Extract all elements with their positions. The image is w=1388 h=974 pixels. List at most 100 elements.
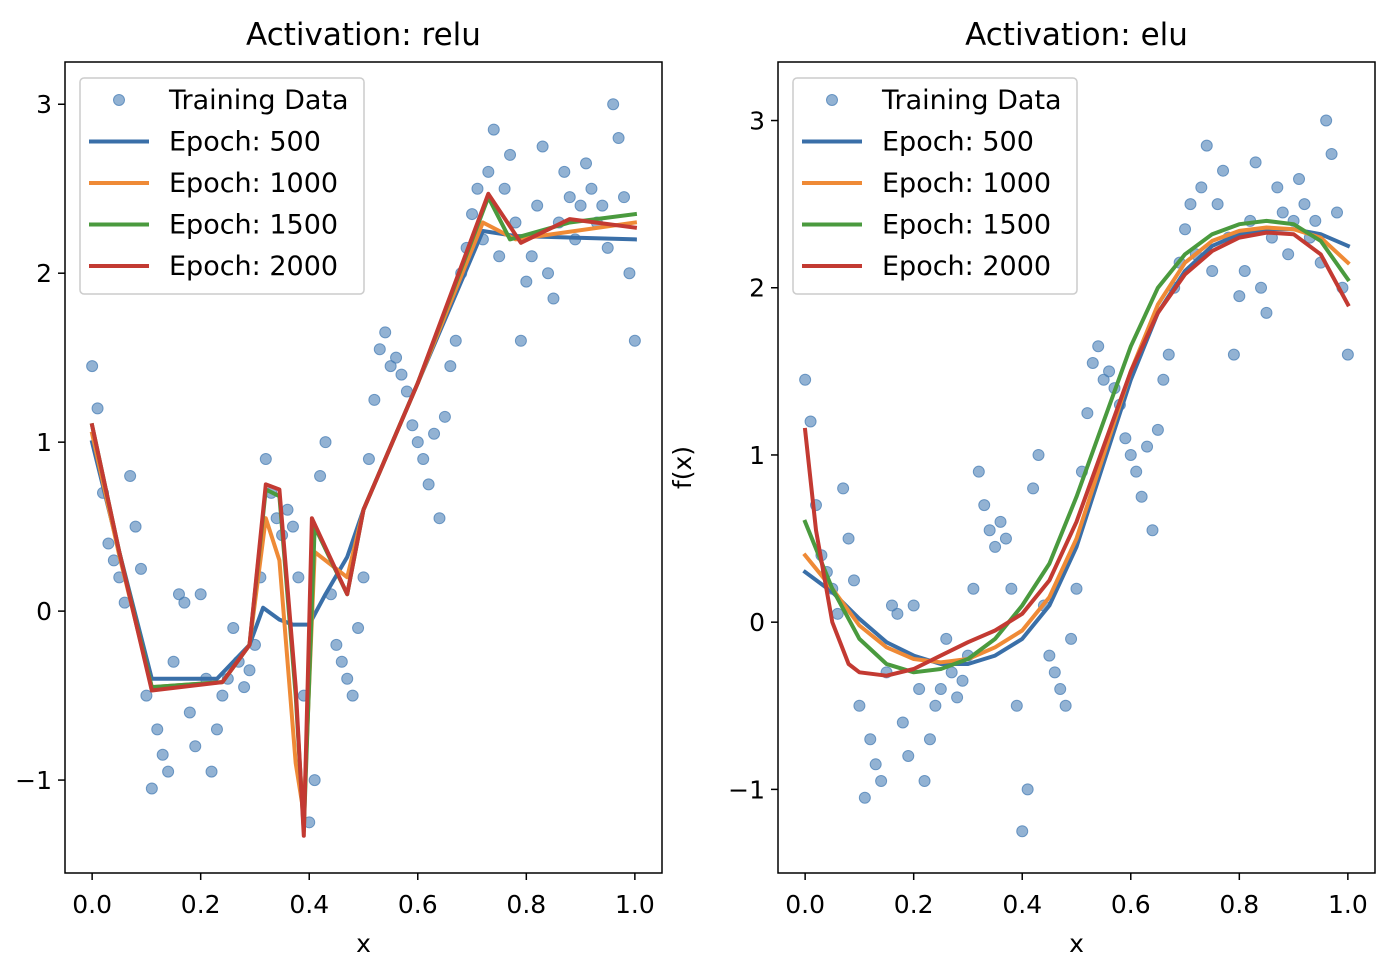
data-point [999,532,1012,545]
data-point [145,782,158,795]
y-tick-label: 1 [749,441,765,470]
data-point [628,334,641,347]
x-tick-label: 0.6 [398,890,438,919]
data-point [1249,156,1262,169]
legend-marker [826,94,838,106]
data-point [504,148,517,161]
data-point [1260,306,1273,319]
data-point [940,632,953,645]
data-point [574,199,587,212]
series-line-2 [802,225,1351,665]
legend-marker [113,94,125,106]
data-point [1151,423,1164,436]
data-point [885,599,898,612]
data-point [1032,448,1045,461]
data-point [314,469,327,482]
data-point [1309,214,1322,227]
data-point [547,292,560,305]
data-point [417,453,430,466]
y-tick-label: 2 [36,259,52,288]
data-point [1195,181,1208,194]
data-point [1146,524,1159,537]
data-point [918,775,931,788]
data-point [129,520,142,533]
legend-box [79,77,365,295]
x-tick-label: 0.8 [506,890,546,919]
data-point [891,607,904,620]
chart-panel-2: Activation: elu 0.0 0.2 0.4 0.6 0.8 1.0 −1 0 1 2 3 x… [668,17,1376,958]
data-point [1255,281,1268,294]
data-point [1097,373,1110,386]
data-point [596,199,609,212]
data-point [902,749,915,762]
data-point [379,326,392,339]
chart-panel-1: Activation: relu 0.0 0.2 0.4 0.6 0.8 1.0 −1 0 1 2 3… [15,17,663,958]
data-point [875,775,888,788]
y-tick-label: 3 [36,90,52,119]
legend-label: Epoch: 1500 [169,210,338,241]
data-point [1184,198,1197,211]
data-point [934,683,947,696]
data-point [989,540,1002,553]
data-point [286,520,299,533]
data-point [406,419,419,432]
y-tick-label: −1 [15,766,52,795]
legend-label: Training Data [881,85,1062,116]
x-tick-label: 0.6 [1111,890,1151,919]
data-point [227,622,240,635]
data-point [618,191,631,204]
data-point [799,373,812,386]
data-point [384,360,397,373]
data-point [1103,365,1116,378]
legend-label: Epoch: 1000 [169,168,338,199]
data-point [951,691,964,704]
data-point [542,267,555,280]
x-tick-label: 1.0 [615,890,655,919]
data-point [292,571,305,584]
data-point [847,574,860,587]
data-point [189,740,202,753]
data-point [1282,248,1295,261]
data-point [395,368,408,381]
data-point [449,334,462,347]
data-point [357,571,370,584]
y-tick-label: 1 [36,428,52,457]
data-point [352,622,365,635]
data-point [259,453,272,466]
legend: Training Data Epoch: 500 Epoch: 1000 Epoch:… [79,77,365,295]
y-tick-label: 2 [749,274,765,303]
data-point [162,765,175,778]
data-point [1331,206,1344,219]
data-point [1293,173,1306,186]
data-point [956,674,969,687]
data-point [1054,683,1067,696]
x-axis-label: x [1069,929,1084,958]
data-point [390,351,403,364]
data-point [585,182,598,195]
data-point [1070,582,1083,595]
data-point [929,699,942,712]
data-point [428,427,441,440]
data-point [563,191,576,204]
data-point [1086,356,1099,369]
data-point [156,748,169,761]
data-point [1162,348,1175,361]
series-line-1 [802,227,1351,666]
legend-label: Epoch: 500 [169,127,321,158]
data-point [923,733,936,746]
data-point [210,723,223,736]
x-tick-label: 0.2 [181,890,221,919]
data-point [580,157,593,170]
data-point [91,402,104,415]
data-point [1211,198,1224,211]
data-point [444,360,457,373]
data-point [1059,699,1072,712]
data-point [319,436,332,449]
data-point [520,275,533,288]
y-tick-label: 0 [749,608,765,637]
legend-label: Epoch: 2000 [169,251,338,282]
data-point [178,596,191,609]
data-point [1016,825,1029,838]
data-point [238,681,251,694]
data-point [1276,206,1289,219]
